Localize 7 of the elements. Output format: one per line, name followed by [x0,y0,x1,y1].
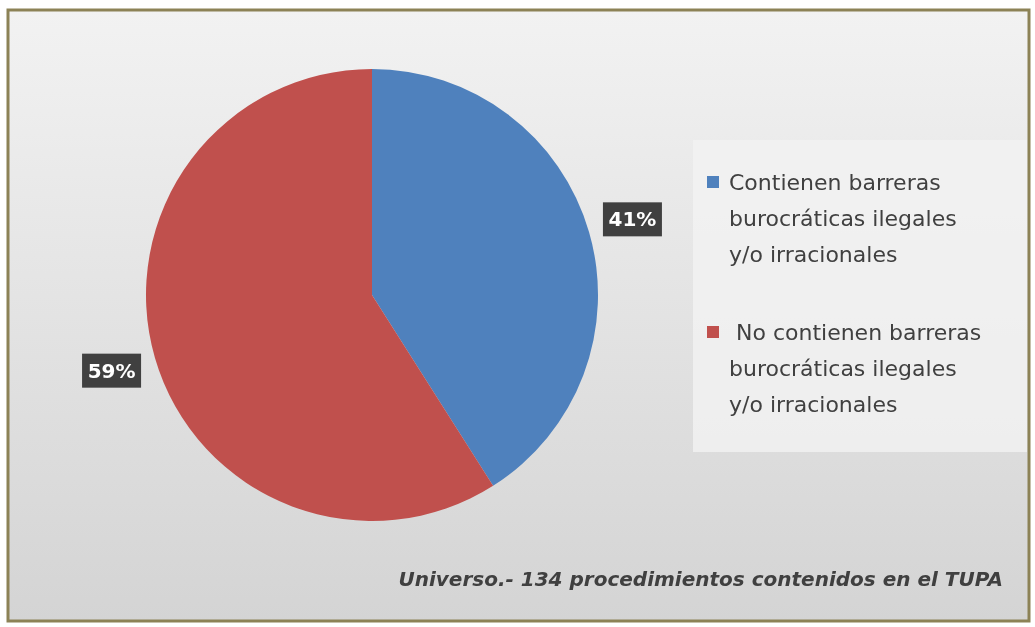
pie-slice [372,69,598,486]
text: Universo.- 134 procedimientos contenidos en el TUPA [398,567,1003,591]
pie-slice [146,69,494,521]
data-label: 41% [608,207,657,232]
data-label: 59% [87,358,136,383]
legend-label: Contienen barreras burocráticas ilegales y/o irracionales [729,170,957,267]
legend-label: No contienen barreras burocráticas ilegales y/o irracionales [729,320,982,417]
